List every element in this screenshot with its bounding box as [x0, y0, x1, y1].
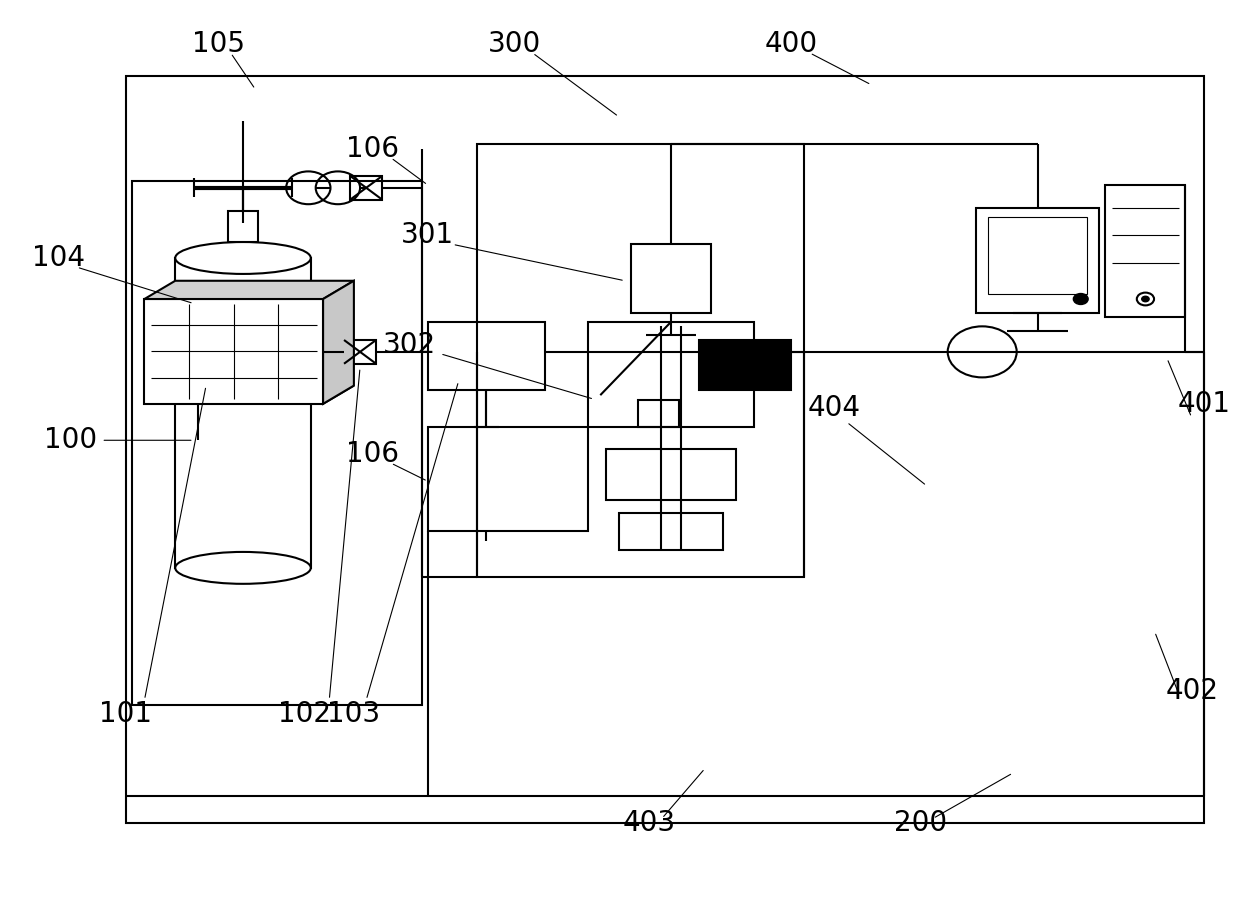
Bar	[988, 217, 1087, 294]
Text: 404: 404	[807, 394, 861, 423]
Bar	[343, 340, 376, 364]
Bar	[477, 144, 804, 577]
Text: 100: 100	[43, 426, 97, 454]
Circle shape	[1074, 293, 1089, 304]
Bar	[428, 426, 588, 532]
Text: 403: 403	[622, 809, 676, 837]
Text: 402: 402	[1166, 677, 1218, 705]
Text: 102: 102	[278, 700, 331, 728]
Bar	[631, 244, 712, 313]
Text: 105: 105	[192, 29, 244, 58]
Text: 401: 401	[1178, 390, 1230, 418]
Bar	[588, 322, 754, 426]
Polygon shape	[324, 281, 353, 403]
Text: 300: 300	[487, 29, 541, 58]
Ellipse shape	[175, 552, 311, 584]
Bar	[637, 401, 680, 426]
Bar	[606, 449, 735, 500]
Text: 103: 103	[327, 700, 381, 728]
Polygon shape	[144, 281, 353, 299]
Bar	[1105, 185, 1185, 317]
Text: 106: 106	[346, 440, 399, 468]
Polygon shape	[144, 385, 353, 403]
Text: 301: 301	[402, 221, 454, 249]
Text: 302: 302	[383, 330, 436, 359]
Text: 101: 101	[99, 700, 153, 728]
Polygon shape	[144, 299, 324, 403]
Text: 104: 104	[32, 244, 84, 272]
Bar	[350, 176, 382, 200]
Bar	[126, 76, 1204, 823]
Bar	[699, 340, 791, 390]
Text: 106: 106	[346, 135, 399, 162]
Circle shape	[1142, 296, 1149, 302]
Bar	[428, 322, 544, 390]
Bar	[133, 181, 422, 704]
Bar	[619, 514, 723, 549]
Ellipse shape	[175, 242, 311, 274]
Bar	[175, 258, 311, 568]
Text: 400: 400	[765, 29, 818, 58]
Text: 200: 200	[894, 809, 947, 837]
Bar	[228, 211, 258, 242]
Bar	[976, 208, 1099, 313]
